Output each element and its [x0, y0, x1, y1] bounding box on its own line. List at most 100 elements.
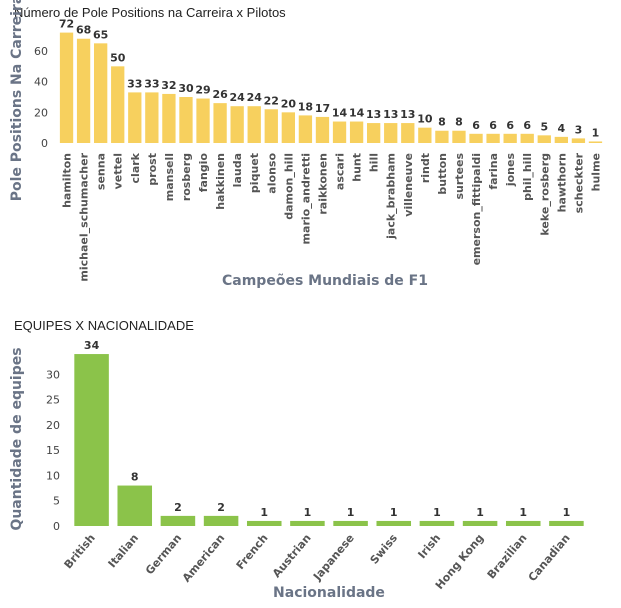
data-label: 13: [383, 108, 398, 121]
data-label: 1: [592, 126, 600, 139]
x-tick-label: piquet: [248, 153, 261, 193]
bar: [588, 141, 603, 143]
y-tick-label: 20: [46, 419, 60, 432]
x-tick-label: mario_andretti: [299, 153, 312, 244]
x-tick-label: jones: [504, 153, 517, 188]
bar: [435, 130, 449, 143]
data-label: 18: [298, 100, 313, 113]
x-tick-label: rosberg: [180, 153, 193, 201]
bar: [117, 485, 153, 526]
bar: [111, 66, 125, 143]
x-tick-label: hakkinen: [214, 153, 227, 210]
bar: [179, 97, 193, 143]
data-label: 14: [332, 107, 348, 120]
bar: [418, 127, 432, 143]
x-tick-label: hulme: [589, 153, 602, 191]
y-tick-label: 15: [46, 444, 60, 457]
x-tick-label: ascari: [334, 153, 347, 190]
data-label: 30: [178, 82, 194, 95]
bar: [503, 133, 517, 143]
y-axis-label: Quantidade de equipes: [9, 347, 25, 530]
data-label: 24: [230, 91, 246, 104]
chart-title: Número de Pole Positions na Carreira x P…: [14, 5, 286, 20]
bar: [94, 43, 108, 144]
x-tick-label: hunt: [351, 153, 364, 182]
bar: [162, 93, 176, 143]
x-tick-label: lauda: [231, 153, 244, 187]
x-tick-label: German: [143, 532, 184, 578]
bar: [367, 123, 381, 143]
data-label: 24: [247, 91, 263, 104]
bar: [315, 116, 330, 143]
data-label: 1: [390, 506, 398, 519]
data-label: 65: [93, 28, 108, 41]
bar: [247, 106, 261, 143]
data-label: 1: [563, 506, 571, 519]
x-tick-label: fangio: [197, 153, 210, 193]
x-tick-label: scheckter: [572, 152, 585, 213]
data-label: 33: [127, 77, 142, 90]
data-label: 4: [558, 122, 566, 135]
y-tick-label: 30: [46, 368, 60, 381]
bar: [549, 520, 584, 526]
data-label: 32: [161, 79, 176, 92]
x-tick-label: senna: [95, 153, 108, 190]
bar: [333, 520, 368, 526]
x-tick-label: prost: [146, 153, 159, 186]
teams-nationality-plot: 0 5 10 15 20 25 30 34 British 8 Italian 2 German 2 Ame…: [9, 339, 584, 601]
bar: [537, 135, 551, 143]
data-label: 33: [144, 77, 159, 90]
x-tick-label: French: [234, 532, 271, 572]
y-axis-label: Pole Positions Na Carreira: [9, 0, 25, 201]
bar: [230, 106, 244, 143]
y-tick-label: 0: [53, 520, 60, 533]
data-label: 1: [433, 506, 441, 519]
bar: [401, 123, 415, 143]
bar: [505, 520, 541, 526]
data-label: 6: [506, 119, 514, 132]
x-tick-label: damon_hill: [282, 153, 295, 220]
x-tick-label: surtees: [453, 153, 466, 200]
y-tick-label: 40: [34, 76, 48, 89]
data-label: 10: [417, 113, 433, 126]
data-label: 8: [438, 116, 446, 129]
x-tick-label: keke_rosberg: [538, 153, 551, 236]
x-tick-label: jack_brabham: [385, 153, 398, 240]
x-tick-label: emerson_fittipaldi: [470, 153, 483, 265]
bar: [213, 103, 227, 143]
x-tick-label: Irish: [415, 532, 443, 562]
bar: [196, 98, 210, 143]
x-tick-label: hill: [368, 153, 381, 172]
data-label: 26: [212, 88, 228, 101]
x-tick-label: Austrian: [270, 532, 314, 581]
bar: [76, 38, 91, 143]
bar: [384, 123, 398, 143]
x-tick-label: raikkonen: [316, 153, 329, 215]
data-label: 1: [476, 506, 484, 519]
x-tick-label: Canadian: [526, 532, 573, 585]
teams-nationality-chart: EQUIPES X NACIONALIDADE 0 5 10 15 20 25 30 34 Br…: [0, 308, 621, 608]
bar: [74, 354, 109, 526]
bar: [145, 92, 159, 143]
bar: [452, 130, 466, 143]
bar: [281, 112, 295, 143]
pole-positions-chart: Número de Pole Positions na Carreira x P…: [0, 0, 621, 300]
data-label: 8: [455, 116, 463, 129]
data-label: 34: [84, 339, 100, 352]
x-tick-label: mansell: [163, 153, 176, 201]
bar: [419, 520, 455, 526]
data-label: 22: [264, 94, 279, 107]
x-tick-label: hawthorn: [555, 153, 568, 212]
bar: [520, 133, 534, 143]
data-label: 2: [174, 501, 182, 514]
x-tick-label: phil_hill: [521, 153, 534, 201]
data-label: 13: [366, 108, 381, 121]
x-tick-label: villeneuve: [402, 153, 415, 217]
data-label: 1: [347, 506, 355, 519]
y-tick-label: 0: [41, 137, 48, 150]
bar: [349, 121, 364, 143]
bar: [128, 92, 142, 143]
x-axis-label: Nacionalidade: [273, 585, 385, 601]
bar: [298, 115, 313, 143]
x-axis-label: Campeões Mundiais de F1: [222, 273, 428, 289]
